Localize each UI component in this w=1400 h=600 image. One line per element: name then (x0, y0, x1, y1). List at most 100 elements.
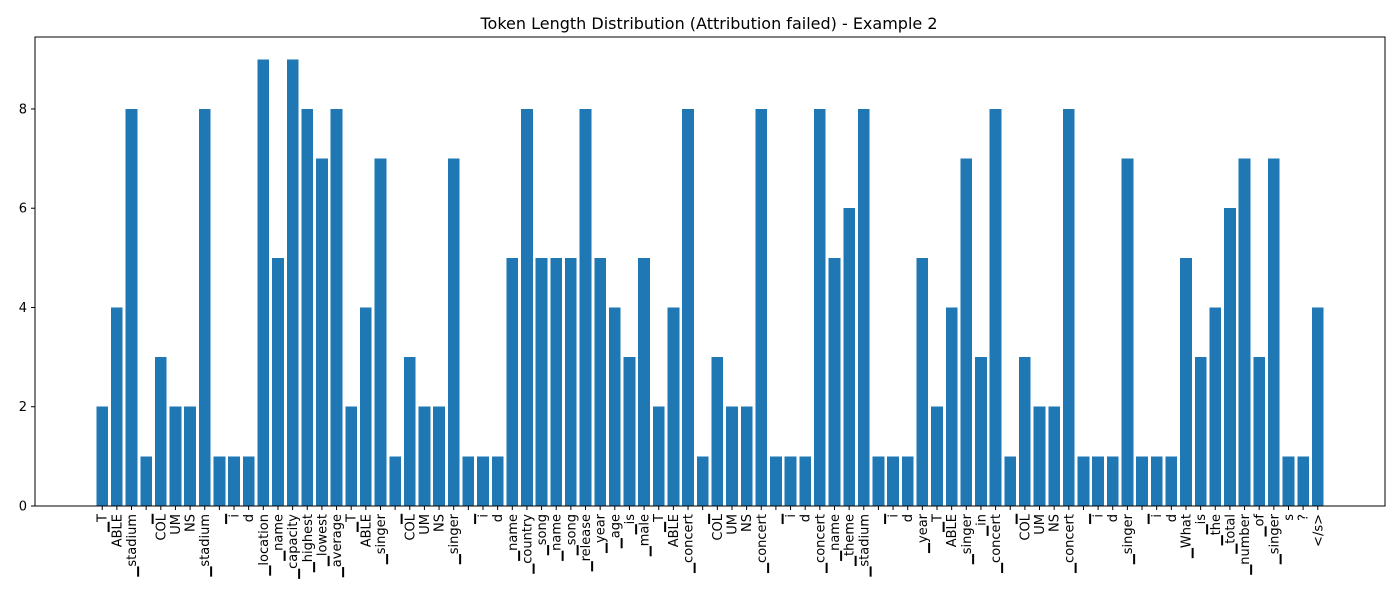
bar (1165, 456, 1178, 506)
bar (740, 406, 753, 506)
bar (784, 456, 797, 506)
x-tick-label: d (901, 514, 916, 522)
plot-frame (34, 36, 1386, 507)
bar (198, 108, 211, 507)
bar (345, 406, 358, 506)
x-tick-label: ▁concert (755, 514, 770, 574)
bar (403, 357, 416, 506)
x-tick-label: UM (418, 514, 433, 535)
bar (1311, 307, 1324, 506)
bar (960, 158, 973, 506)
bar (1297, 456, 1309, 506)
y-tick-label: 0 (19, 500, 27, 515)
x-tick-label: ▁release (579, 514, 594, 572)
x-tick-label: ▁concert (989, 514, 1004, 574)
y-tick-label: 4 (19, 301, 27, 316)
bar (154, 357, 167, 506)
y-tick-label: 8 (19, 102, 27, 117)
bar (1077, 456, 1090, 506)
x-tick-label: s (1282, 514, 1297, 521)
x-tick-label: ▁theme (843, 514, 858, 567)
bar (667, 307, 680, 506)
bar (506, 257, 519, 506)
bar (652, 406, 665, 506)
bar (887, 456, 899, 506)
bar (213, 456, 226, 506)
bar (169, 406, 182, 506)
bar (316, 158, 328, 506)
x-tick-label: d (1106, 514, 1121, 522)
x-tick-label: ▁stadium (857, 514, 872, 578)
bar (477, 456, 489, 506)
x-tick-label: ▁ (1077, 513, 1092, 525)
bar (1150, 456, 1163, 506)
x-tick-label: ▁T (345, 514, 360, 533)
x-tick-label: ▁song (564, 514, 579, 556)
x-tick-label: ▁name (828, 514, 843, 562)
x-tick-label: d (799, 514, 814, 522)
x-tick-label: ▁ (213, 513, 228, 525)
bar (1062, 108, 1075, 507)
x-tick-label: i (228, 514, 243, 518)
x-tick-label: ▁of (1253, 514, 1268, 538)
bar (447, 158, 460, 506)
bar (1048, 406, 1061, 506)
x-tick-label: UM (725, 514, 740, 535)
x-tick-label: ▁concert (813, 514, 828, 574)
bar (140, 456, 153, 506)
x-tick-label: NS (740, 514, 755, 532)
x-tick-label: ▁highest (301, 514, 316, 573)
x-tick-label: ▁ (140, 513, 155, 525)
x-tick-label: ▁singer (960, 513, 975, 565)
x-tick-label: ▁location (257, 514, 272, 577)
bar (418, 406, 431, 506)
x-tick-label: ABLE (945, 514, 960, 547)
bar (1209, 307, 1222, 506)
x-tick-label: i (477, 514, 492, 518)
x-tick-label: NS (1048, 514, 1063, 532)
x-tick-label: i (784, 514, 799, 518)
bar (623, 357, 636, 506)
bar (111, 307, 123, 506)
x-tick-label: ▁ (696, 513, 711, 525)
x-tick-label: ▁singer (1267, 513, 1282, 565)
x-tick-label: ▁is (623, 514, 638, 536)
x-tick-label: ▁singer (1121, 513, 1136, 565)
x-tick-label: ABLE (110, 514, 125, 547)
bar (535, 257, 548, 506)
bar (1004, 456, 1017, 506)
x-tick-label: ABLE (359, 514, 374, 547)
x-tick-label: ▁year (916, 513, 931, 554)
bar (1092, 456, 1104, 506)
x-tick-label: ▁name (506, 514, 521, 562)
bar (696, 456, 709, 506)
bar (491, 456, 504, 506)
x-tick-label: d (242, 514, 257, 522)
bar (682, 108, 694, 507)
x-tick-label: ▁in (974, 514, 989, 537)
bar (1238, 158, 1251, 506)
x-tick-label: UM (1033, 514, 1048, 535)
x-tick-label: NS (433, 514, 448, 532)
bar (1253, 357, 1266, 506)
bar (638, 257, 650, 506)
x-tick-label: ▁ (872, 513, 887, 525)
x-tick-label: COL (1018, 513, 1033, 540)
x-tick-label: ▁T (931, 514, 946, 533)
bar (1106, 456, 1119, 506)
bar (1180, 257, 1192, 506)
bar (799, 456, 812, 506)
bar (389, 456, 401, 506)
x-tick-label: ▁is (1194, 514, 1209, 536)
bar (257, 59, 270, 506)
bar (594, 257, 607, 506)
bar (711, 357, 724, 506)
bar (813, 108, 826, 507)
x-tick-label: ▁What (1179, 514, 1194, 559)
bar (931, 406, 943, 506)
x-tick-label: COL (711, 513, 726, 540)
bar (1224, 208, 1236, 506)
x-tick-label: ▁T (96, 514, 111, 533)
bar (857, 108, 870, 507)
x-tick-label: ▁concert (682, 514, 697, 574)
